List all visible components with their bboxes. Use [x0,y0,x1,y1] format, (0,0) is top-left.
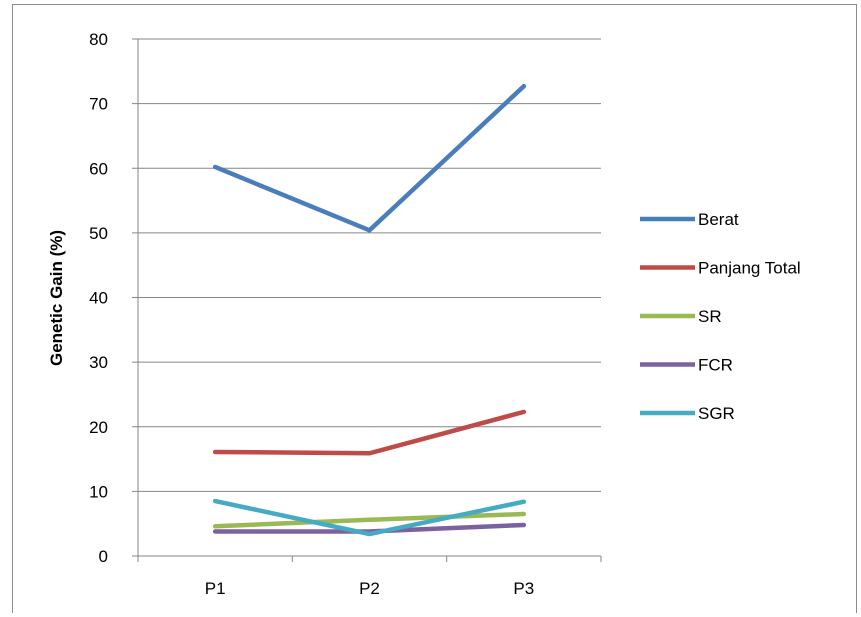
series-line-panjang-total [212,409,527,456]
y-tick-label: 0 [99,547,108,566]
legend-label: Berat [698,210,739,229]
legend-label: FCR [698,356,733,375]
series-line-berat [212,83,527,233]
y-tick-label: 80 [89,30,108,49]
y-tick-label: 50 [89,224,108,243]
y-axis-title: Genetic Gain (%) [47,230,66,366]
legend-label: SGR [698,404,735,423]
tick-labels: 0 10 20 30 40 50 60 70 80 P1 P2 P3 [89,30,534,598]
y-tick-label: 20 [89,418,108,437]
gridlines [138,38,601,492]
legend: Berat Panjang Total SR FCR SGR [640,210,801,423]
y-tick-label: 40 [89,289,108,308]
x-tick-label: P3 [513,579,534,598]
series-lines [212,83,527,537]
series-line-fcr [212,522,527,534]
y-tick-label: 10 [89,482,108,501]
axes [132,38,602,562]
series-line-sgr [212,498,527,537]
y-tick-label: 70 [89,95,108,114]
y-tick-label: 60 [89,159,108,178]
series-line-sr [212,511,527,529]
x-tick-label: P1 [205,579,226,598]
chart-frame [12,4,857,613]
legend-label: SR [698,307,722,326]
x-tick-label: P2 [359,579,380,598]
y-tick-label: 30 [89,353,108,372]
legend-label: Panjang Total [698,259,801,278]
